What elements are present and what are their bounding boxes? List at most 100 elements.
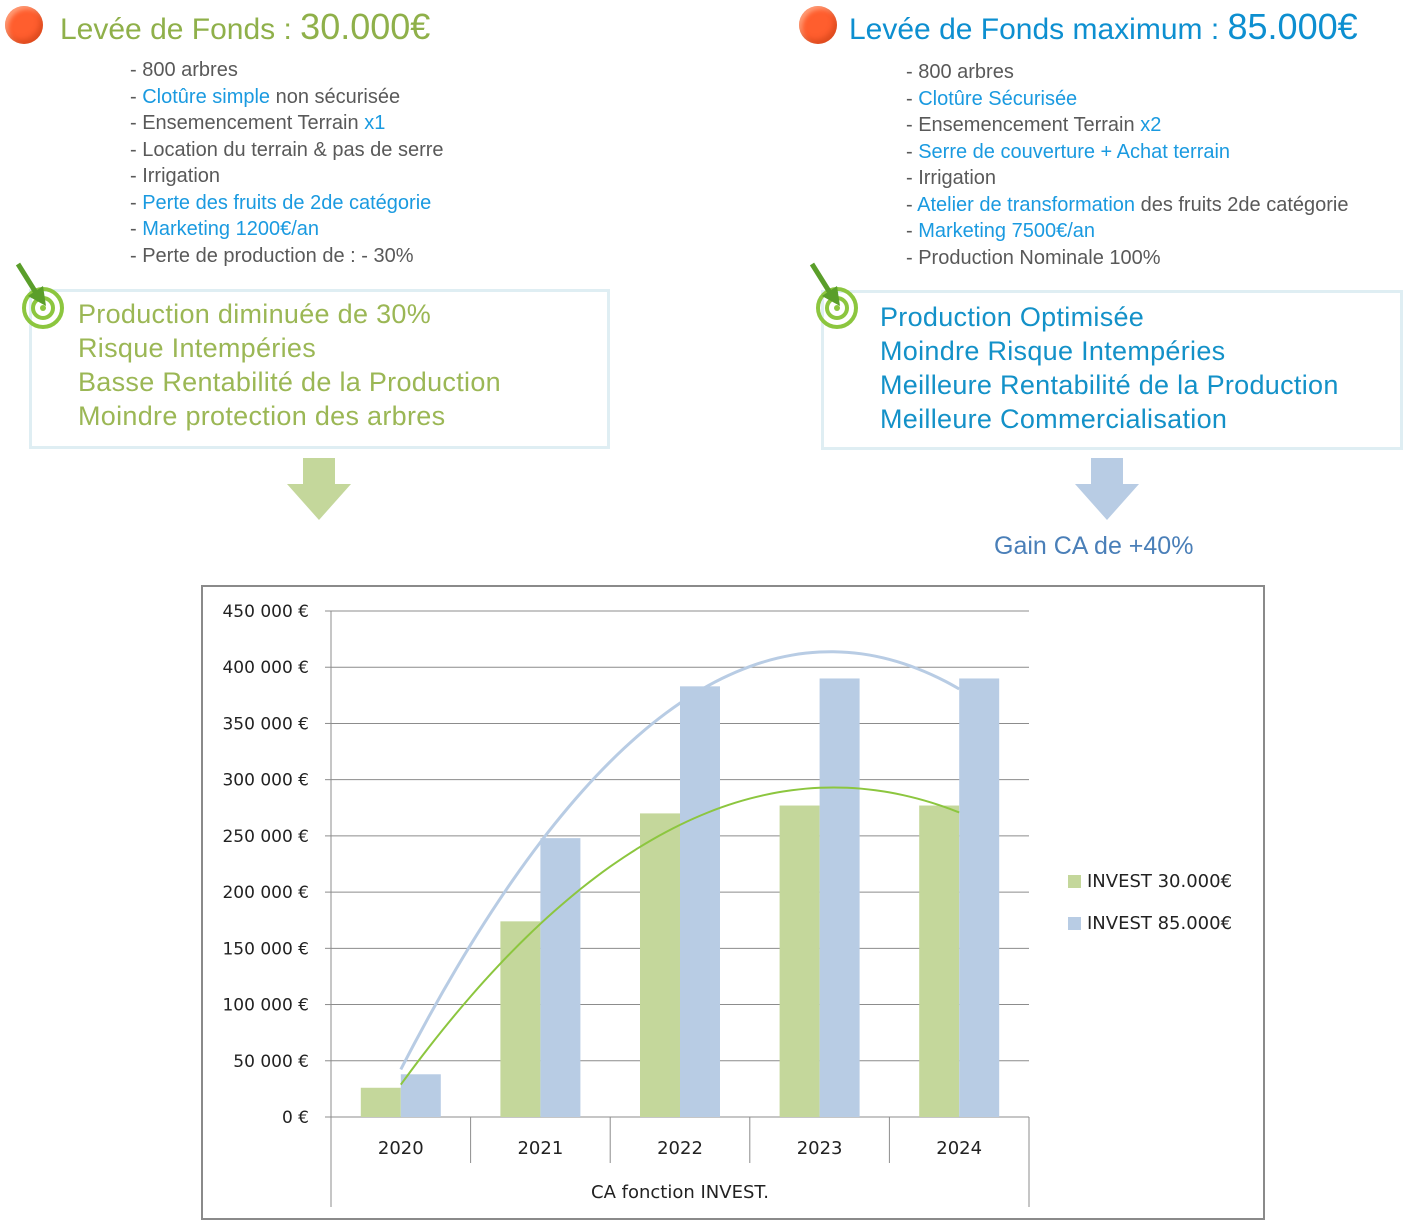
legend-swatch (1068, 917, 1081, 930)
list-item: - Marketing 7500€/an (906, 218, 1348, 245)
list-item-highlight: Serre de couverture + Achat terrain (918, 140, 1231, 163)
bar-30k-2022 (640, 813, 680, 1117)
outcome-item: Moindre Risque Intempéries (880, 336, 1226, 366)
x-axis-title: CA fonction INVEST. (591, 1182, 769, 1203)
list-item: - Irrigation (130, 163, 444, 190)
down-arrow-icon (1075, 458, 1139, 520)
bar-30k-2020 (360, 1087, 401, 1117)
left-title: Levée de Fonds : 30.000€ (60, 6, 430, 48)
list-item-text: - (906, 87, 919, 110)
list-item-text: - Ensemencement Terrain (906, 114, 1141, 136)
right-title-prefix: Levée de Fonds maximum : (849, 13, 1228, 46)
y-tick-label: 200 000 € (222, 883, 309, 903)
list-item-text: des fruits 2de catégorie (1135, 193, 1349, 216)
list-item-highlight: Perte des fruits de 2de catégorie (142, 191, 432, 214)
y-tick-label: 50 000 € (233, 1052, 309, 1072)
list-item-text: - (130, 218, 143, 240)
legend-swatch (1068, 875, 1081, 888)
trendline-85k (399, 650, 960, 1071)
list-item-text: - Irrigation (130, 165, 221, 187)
outcome-item: Risque Intempéries (78, 333, 317, 363)
right-feature-list: - 800 arbres - Clotûre Sécurisée - Ensemen… (906, 59, 1348, 271)
outcome-item: Production Optimisée (880, 302, 1145, 332)
list-item: - Production Nominale 100% (906, 245, 1348, 272)
bar-85k-2020 (400, 1074, 441, 1117)
list-item: - 800 arbres (906, 59, 1348, 86)
outcome-item: Meilleure Commercialisation (880, 404, 1228, 434)
outcome-item: Meilleure Rentabilité de la Production (880, 370, 1339, 400)
list-item: - Perte des fruits de 2de catégorie (130, 190, 444, 217)
list-item-text: - 800 arbres (130, 59, 238, 81)
bar-85k-2024 (959, 678, 1000, 1117)
list-item-highlight: Marketing 1200€/an (142, 218, 320, 240)
y-tick-label: 300 000 € (222, 771, 309, 791)
outcome-item: Moindre protection des arbres (78, 401, 446, 431)
list-item-highlight: Atelier de transformation (917, 193, 1136, 216)
left-outcome-panel (29, 289, 610, 449)
outcome-item: Basse Rentabilité de la Production (78, 367, 501, 397)
bar-30k-2024 (919, 805, 960, 1117)
y-tick-label: 450 000 € (222, 602, 309, 622)
x-tick-label: 2022 (657, 1138, 703, 1159)
x-tick-label: 2020 (378, 1138, 424, 1159)
list-item-text: - (906, 220, 919, 242)
right-title-amount: 85.000€ (1227, 6, 1358, 47)
list-item: - Ensemencement Terrain x1 (130, 110, 444, 137)
left-feature-list: - 800 arbres - Clotûre simple non sécuris… (130, 57, 444, 269)
y-tick-label: 350 000 € (222, 714, 309, 734)
list-item: - Marketing 1200€/an (130, 216, 444, 243)
list-item: - Clotûre simple non sécurisée (130, 84, 444, 111)
list-item-text: - (906, 193, 918, 216)
bar-85k-2023 (819, 678, 860, 1117)
legend-label: INVEST 30.000€ (1087, 871, 1232, 892)
list-item-text: - (906, 140, 919, 163)
list-item-highlight: Marketing 7500€/an (918, 220, 1096, 242)
y-tick-label: 150 000 € (222, 939, 309, 959)
list-item: - Atelier de transformation des fruits 2… (906, 192, 1348, 219)
right-outcome-panel (821, 290, 1403, 450)
y-tick-label: 400 000 € (222, 658, 309, 678)
list-item: - Ensemencement Terrain x2 (906, 112, 1348, 139)
orange-circle-icon (5, 6, 43, 44)
bar-85k-2021 (540, 838, 581, 1117)
list-item-text: - (130, 191, 143, 214)
list-item-text: - Ensemencement Terrain (130, 112, 365, 134)
list-item-text: - 800 arbres (906, 61, 1014, 83)
x-tick-label: 2023 (797, 1138, 843, 1159)
trendline-30k (399, 786, 960, 1086)
list-item-highlight: x2 (1140, 114, 1162, 136)
list-item-highlight: Clotûre Sécurisée (918, 87, 1078, 110)
legend-label: INVEST 85.000€ (1087, 913, 1232, 934)
left-title-amount: 30.000€ (300, 6, 431, 47)
list-item: - 800 arbres (130, 57, 444, 84)
left-outcome-list: Production diminuée de 30% Risque Intempé… (78, 297, 501, 433)
list-item: - Perte de production de : - 30% (130, 243, 444, 270)
right-outcome-list: Production Optimisée Moindre Risque Intem… (880, 300, 1339, 436)
y-tick-label: 250 000 € (222, 827, 309, 847)
right-title: Levée de Fonds maximum : 85.000€ (849, 6, 1358, 48)
orange-circle-icon (799, 6, 837, 44)
bar-30k-2021 (500, 921, 541, 1117)
y-tick-label: 100 000 € (222, 996, 309, 1016)
list-item-text: - Production Nominale 100% (906, 246, 1161, 269)
x-tick-label: 2024 (936, 1138, 982, 1159)
list-item: - Location du terrain & pas de serre (130, 137, 444, 164)
gain-label: Gain CA de +40% (994, 532, 1194, 560)
list-item: - Clotûre Sécurisée (906, 86, 1348, 113)
outcome-item: Production diminuée de 30% (78, 299, 432, 329)
target-arrow-icon (809, 262, 858, 329)
down-arrow-icon (287, 458, 351, 520)
list-item-text: non sécurisée (270, 85, 401, 108)
list-item-text: - (130, 85, 143, 108)
target-arrow-icon (15, 262, 64, 329)
list-item-highlight: Clotûre simple (142, 85, 271, 108)
y-tick-label: 0 € (282, 1108, 309, 1128)
bar-30k-2023 (779, 805, 820, 1117)
list-item: - Irrigation (906, 165, 1348, 192)
list-item: - Serre de couverture + Achat terrain (906, 139, 1348, 166)
left-title-prefix: Levée de Fonds : (60, 13, 301, 46)
bar-85k-2022 (680, 686, 720, 1117)
list-item-text: - Irrigation (906, 167, 997, 189)
list-item-text: - Location du terrain & pas de serre (130, 138, 444, 161)
